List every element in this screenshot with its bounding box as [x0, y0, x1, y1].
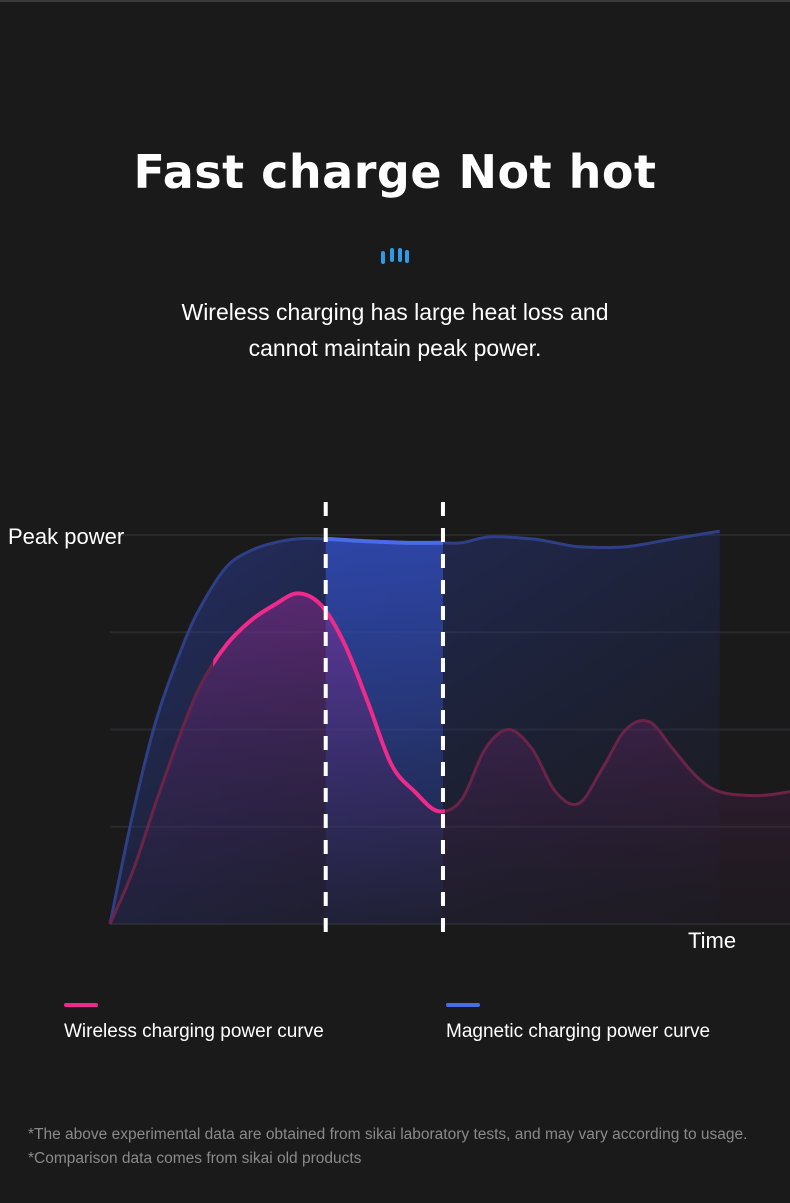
wireless-series-highlight: [213, 591, 445, 814]
legend-label-wireless: Wireless charging power curve: [64, 1021, 324, 1042]
legend-item-wireless: Wireless charging power curve: [64, 1003, 324, 1043]
legend-label-magnetic: Magnetic charging power curve: [446, 1021, 711, 1042]
x-axis-label: Time: [688, 928, 736, 953]
magnetic-series-highlight: [325, 536, 443, 545]
legend-item-magnetic: Magnetic charging power curve: [446, 1003, 710, 1043]
legend-swatch-wireless: [64, 1003, 98, 1007]
subtitle-line-2: cannot maintain peak power.: [248, 335, 542, 361]
top-border-line: [0, 0, 790, 2]
page-title: Fast charge Not hot: [133, 145, 657, 199]
subtitle-line-1: Wireless charging has large heat loss an…: [181, 299, 609, 325]
footnote-2: *Comparison data comes from sikai old pr…: [28, 1150, 362, 1167]
footnote-1: *The above experimental data are obtaine…: [28, 1126, 748, 1143]
accent-dashes-icon: [381, 248, 409, 264]
wireless-area: [110, 593, 790, 924]
footnotes: *The above experimental data are obtaine…: [28, 1123, 747, 1171]
legend-swatch-magnetic: [446, 1003, 480, 1007]
y-axis-label: Peak power: [8, 524, 124, 549]
subtitle: Wireless charging has large heat loss an…: [0, 294, 790, 366]
power-curve-chart: Peak power Time: [8, 502, 790, 953]
